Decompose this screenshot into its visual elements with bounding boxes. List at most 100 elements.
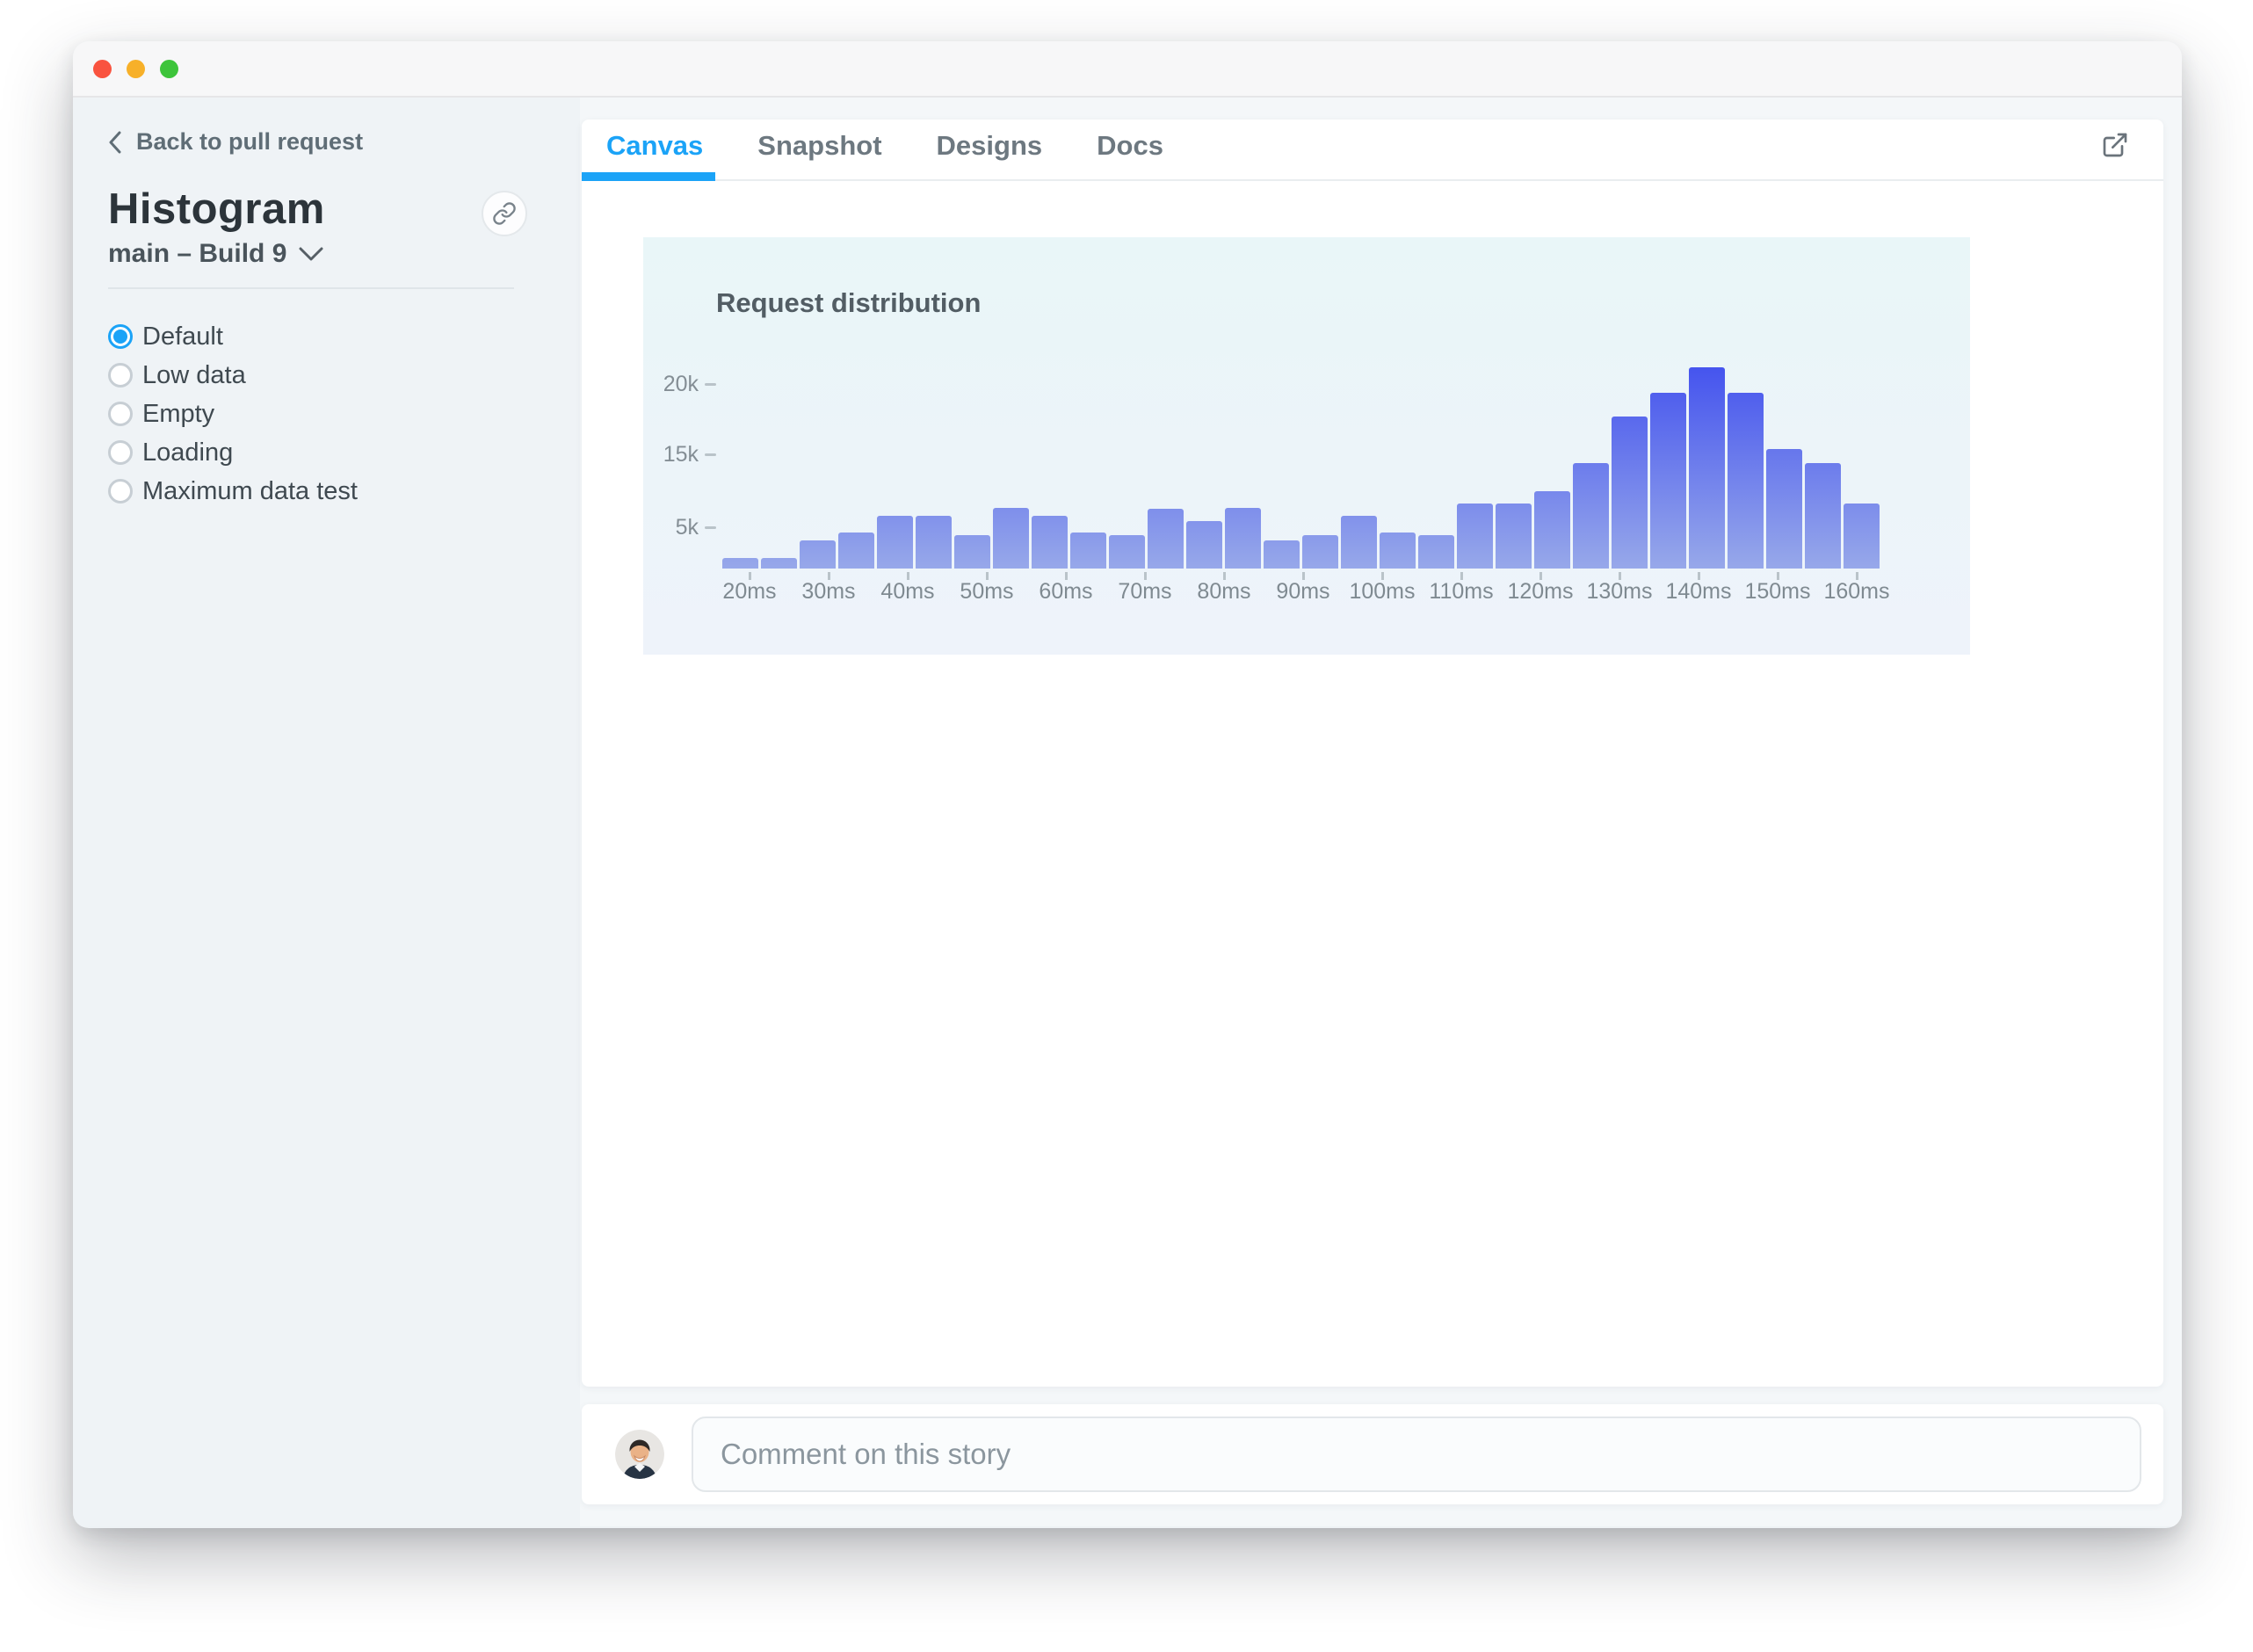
page-title: Histogram	[108, 185, 325, 233]
variant-item-loading[interactable]: Loading	[108, 433, 580, 472]
titlebar	[73, 41, 2182, 98]
x-axis-tick-mark	[1223, 572, 1226, 580]
tab-designs[interactable]: Designs	[936, 130, 1043, 161]
histogram-bar	[1225, 508, 1261, 569]
variant-label: Loading	[142, 438, 234, 467]
back-link[interactable]: Back to pull request	[108, 128, 580, 156]
x-axis-tick-label: 90ms	[1276, 579, 1330, 604]
x-axis-tick-mark	[1698, 572, 1700, 580]
x-axis-tick-label: 80ms	[1197, 579, 1251, 604]
x-axis-tick-label: 160ms	[1823, 579, 1890, 604]
y-axis-tick-mark	[705, 383, 716, 386]
radio-unselected	[108, 363, 133, 388]
x-axis-tick-mark	[1460, 572, 1463, 580]
radio-unselected	[108, 440, 133, 465]
x-axis-tick-label: 130ms	[1586, 579, 1653, 604]
build-selector[interactable]: main – Build 9	[108, 239, 323, 269]
traffic-light-zoom[interactable]	[160, 59, 178, 78]
histogram-bar	[1689, 367, 1725, 569]
variant-item-default[interactable]: Default	[108, 317, 580, 356]
open-external-button[interactable]	[2101, 127, 2136, 163]
histogram-bar	[1341, 516, 1377, 569]
x-axis-tick-mark	[828, 572, 830, 580]
histogram-bar	[1534, 491, 1570, 569]
histogram-bar	[1728, 393, 1764, 569]
canvas-card: Canvas Snapshot Designs Docs Request distri…	[582, 120, 2163, 1387]
main-content: Canvas Snapshot Designs Docs Request distri…	[580, 98, 2182, 1526]
histogram-bar	[1148, 509, 1184, 569]
x-axis-tick-mark	[1144, 572, 1147, 580]
y-axis-tick-mark	[705, 453, 716, 456]
x-axis-tick-mark	[1302, 572, 1305, 580]
histogram-bar	[1302, 535, 1338, 569]
comment-input[interactable]	[692, 1417, 2141, 1492]
y-axis-tick-label: 5k	[675, 515, 699, 540]
histogram-bar	[1805, 463, 1841, 569]
y-axis-tick-mark	[705, 526, 716, 529]
x-axis-tick-mark	[986, 572, 989, 580]
link-icon	[493, 202, 516, 225]
variant-item-maximum-data-test[interactable]: Maximum data test	[108, 472, 580, 511]
histogram-bar	[1418, 535, 1454, 569]
histogram-bar	[1070, 533, 1106, 569]
radio-unselected	[108, 479, 133, 504]
story-header: Histogram	[108, 185, 580, 234]
chevron-down-icon	[299, 247, 323, 261]
tab-bar: Canvas Snapshot Designs Docs	[582, 120, 2163, 181]
x-axis-tick-label: 70ms	[1118, 579, 1172, 604]
histogram-bar	[1380, 533, 1416, 569]
histogram-bar	[877, 516, 913, 569]
x-axis-tick-mark	[749, 572, 751, 580]
app-window: Back to pull request Histogram main – Bu…	[73, 41, 2182, 1528]
avatar	[615, 1430, 664, 1479]
histogram-bar	[993, 508, 1029, 569]
x-axis-tick-label: 60ms	[1039, 579, 1093, 604]
x-axis-tick-mark	[1619, 572, 1621, 580]
x-axis-tick-label: 50ms	[960, 579, 1014, 604]
histogram-bar	[954, 535, 990, 569]
sidebar: Back to pull request Histogram main – Bu…	[73, 98, 580, 1526]
x-axis-tick-label: 140ms	[1665, 579, 1732, 604]
x-axis-tick-label: 100ms	[1349, 579, 1416, 604]
x-axis-tick-mark	[1777, 572, 1779, 580]
histogram-bar	[1612, 417, 1648, 569]
sidebar-divider	[108, 287, 514, 289]
x-axis-tick-label: 120ms	[1507, 579, 1574, 604]
histogram-bar	[1186, 521, 1222, 569]
tab-snapshot[interactable]: Snapshot	[757, 130, 882, 161]
tab-docs[interactable]: Docs	[1097, 130, 1163, 161]
histogram-bar	[1457, 504, 1493, 569]
x-axis-tick-mark	[907, 572, 909, 580]
variant-item-empty[interactable]: Empty	[108, 395, 580, 433]
histogram-bar	[761, 558, 797, 569]
traffic-light-close[interactable]	[93, 59, 112, 78]
tab-canvas[interactable]: Canvas	[606, 130, 704, 161]
external-link-icon	[2103, 133, 2127, 157]
copy-link-button[interactable]	[482, 191, 527, 236]
x-axis-tick-label: 150ms	[1744, 579, 1811, 604]
histogram-bar	[1844, 504, 1880, 569]
variant-label: Maximum data test	[142, 476, 358, 505]
back-link-label: Back to pull request	[136, 128, 364, 155]
active-tab-indicator	[582, 172, 715, 181]
variant-item-low-data[interactable]: Low data	[108, 356, 580, 395]
histogram-bar	[1032, 516, 1068, 569]
radio-unselected	[108, 402, 133, 426]
histogram-bar	[1264, 540, 1300, 569]
histogram-bar	[916, 516, 952, 569]
histogram-bar	[1109, 535, 1145, 569]
app-body: Back to pull request Histogram main – Bu…	[73, 98, 2182, 1526]
chart-panel: Request distribution 20k 15k 5k 20ms 30ms 40m…	[643, 237, 1970, 655]
traffic-light-minimize[interactable]	[127, 59, 145, 78]
histogram-bar	[1766, 449, 1802, 569]
x-axis-tick-mark	[1381, 572, 1384, 580]
x-axis-tick-label: 40ms	[880, 579, 935, 604]
variant-label: Default	[142, 322, 223, 351]
histogram-bar	[1650, 393, 1686, 569]
x-axis-tick-label: 30ms	[801, 579, 856, 604]
comment-bar	[582, 1404, 2163, 1504]
avatar-image	[615, 1430, 664, 1479]
histogram-bar	[800, 540, 836, 569]
x-axis-tick-label: 20ms	[722, 579, 777, 604]
